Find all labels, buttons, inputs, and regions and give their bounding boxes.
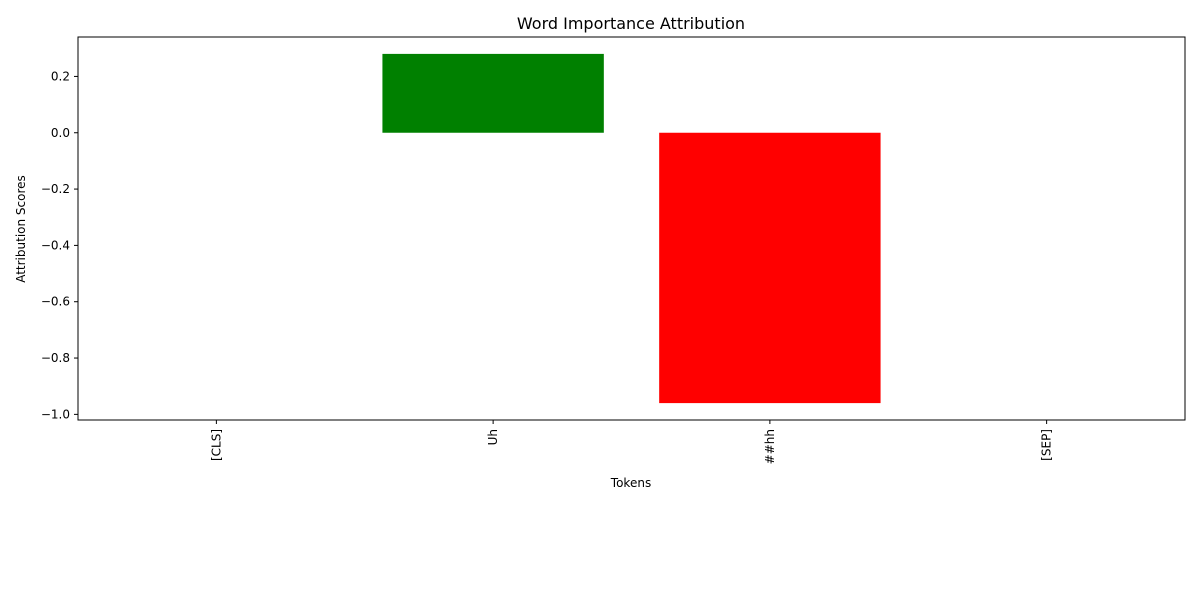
y-axis-label: Attribution Scores [14, 175, 28, 283]
y-tick-label: 0.2 [51, 69, 70, 83]
x-axis-ticks: [CLS] Uh ##hh [SEP] [209, 420, 1054, 464]
x-tick-label: [SEP] [1040, 429, 1054, 461]
x-tick-label: [CLS] [209, 429, 223, 461]
y-tick-label: −0.8 [41, 351, 70, 365]
x-tick-label: ##hh [763, 429, 777, 464]
y-tick-label: −0.6 [41, 295, 70, 309]
x-axis-label: Tokens [610, 476, 651, 490]
bar-2 [659, 132, 881, 404]
x-tick-label: Uh [486, 429, 500, 445]
y-tick-label: −0.4 [41, 238, 70, 252]
chart-title: Word Importance Attribution [517, 14, 745, 33]
y-tick-label: −0.2 [41, 182, 70, 196]
y-axis-ticks: 0.2 0.0 −0.2 −0.4 −0.6 −0.8 −1.0 [41, 69, 78, 421]
bar-1 [382, 53, 604, 133]
y-tick-label: 0.0 [51, 126, 70, 140]
axes-frame [77, 36, 1186, 421]
y-tick-label: −1.0 [41, 407, 70, 421]
bars-group [382, 53, 881, 404]
